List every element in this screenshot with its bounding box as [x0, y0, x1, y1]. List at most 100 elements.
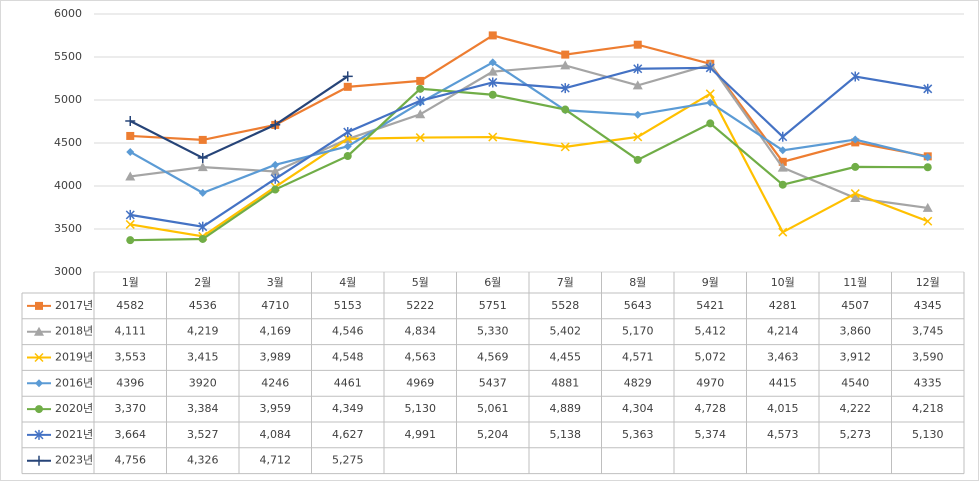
marker-part	[416, 76, 425, 85]
marker	[560, 60, 571, 70]
marker-part	[343, 142, 352, 151]
marker	[633, 63, 643, 74]
table-cell: 4,991	[405, 428, 437, 441]
legend-label: 2023년	[55, 454, 93, 467]
marker	[851, 162, 860, 171]
legend-label: 2018년	[55, 325, 93, 338]
marker-part	[198, 188, 207, 197]
marker-part	[34, 352, 44, 363]
marker-part	[271, 185, 280, 194]
marker	[198, 221, 208, 232]
table-cell: 4281	[769, 299, 797, 312]
marker	[923, 153, 932, 162]
table-cell: 4,084	[260, 428, 292, 441]
marker	[632, 80, 643, 90]
y-tick-label: 4000	[54, 179, 82, 192]
marker	[850, 189, 860, 199]
table-cell: 5,273	[840, 428, 872, 441]
marker	[126, 147, 135, 156]
legend-label: 2019년	[55, 351, 93, 364]
marker	[488, 132, 498, 142]
marker-part	[198, 135, 207, 144]
marker-part	[851, 162, 860, 171]
table-cell: 4881	[551, 376, 579, 389]
x-tick-label: 10월	[771, 276, 795, 289]
marker-part	[777, 162, 788, 172]
marker	[705, 89, 715, 99]
table-cell: 4969	[406, 376, 434, 389]
table-cell: 4,573	[767, 428, 799, 441]
marker-part	[125, 171, 136, 181]
marker-part	[778, 227, 788, 237]
marker	[35, 379, 43, 388]
marker	[561, 50, 570, 59]
marker-part	[633, 132, 643, 142]
table-cell: 5222	[406, 299, 434, 312]
table-cell: 5437	[479, 376, 507, 389]
table-cell: 4,569	[477, 351, 509, 364]
table-cell: 4,219	[187, 325, 219, 338]
table-cell: 5643	[624, 299, 652, 312]
marker-part	[560, 60, 571, 70]
marker	[923, 216, 933, 226]
table-cell: 3920	[189, 376, 217, 389]
marker-part	[197, 162, 208, 172]
x-tick-label: 12월	[916, 276, 940, 289]
marker	[633, 155, 642, 164]
y-tick-label: 6000	[54, 7, 82, 20]
table-cell: 3,959	[260, 402, 292, 415]
marker	[198, 188, 207, 197]
table-cell: 5,402	[550, 325, 582, 338]
marker	[778, 146, 787, 155]
marker	[35, 301, 43, 310]
table-cell: 5751	[479, 299, 507, 312]
marker	[34, 429, 44, 440]
marker	[488, 90, 497, 99]
table-cell: 4,218	[912, 402, 944, 415]
marker-part	[706, 98, 715, 107]
marker	[197, 162, 208, 172]
table-cell: 4,889	[550, 402, 582, 415]
marker-part	[488, 90, 497, 99]
y-tick-label: 4500	[54, 136, 82, 149]
marker	[271, 160, 280, 169]
marker-part	[632, 80, 643, 90]
series-line	[130, 63, 928, 210]
table-cell: 5,412	[695, 325, 727, 338]
marker	[126, 131, 135, 140]
x-tick-label: 6월	[484, 276, 501, 289]
table-cell: 3,415	[187, 351, 219, 364]
table-cell: 5,204	[477, 428, 509, 441]
table-cell: 5153	[334, 299, 362, 312]
marker	[633, 40, 642, 49]
table-cell: 3,664	[115, 428, 147, 441]
table-cell: 5,130	[405, 402, 437, 415]
marker	[270, 119, 281, 130]
series-line	[130, 87, 928, 242]
series-line	[130, 34, 928, 164]
marker-part	[923, 163, 932, 172]
y-tick-label: 3000	[54, 265, 82, 278]
table-cell: 5,275	[332, 454, 364, 467]
marker	[270, 166, 281, 176]
table-cell: 3,370	[115, 402, 147, 415]
marker	[850, 71, 860, 82]
marker-part	[126, 131, 135, 140]
marker	[198, 135, 207, 144]
marker	[778, 180, 787, 189]
marker	[34, 326, 44, 336]
table-cell: 4582	[116, 299, 144, 312]
table-cell: 4,563	[405, 351, 437, 364]
marker	[923, 163, 932, 172]
marker	[706, 119, 715, 128]
marker-part	[34, 326, 44, 336]
table-cell: 4710	[261, 299, 289, 312]
table-cell: 3,553	[115, 351, 147, 364]
table-cell: 3,527	[187, 428, 219, 441]
marker-part	[415, 133, 425, 143]
marker-part	[415, 109, 426, 119]
marker	[777, 162, 788, 172]
table-cell: 4,349	[332, 402, 364, 415]
table-cell: 4,756	[115, 454, 147, 467]
marker-part	[270, 166, 281, 176]
